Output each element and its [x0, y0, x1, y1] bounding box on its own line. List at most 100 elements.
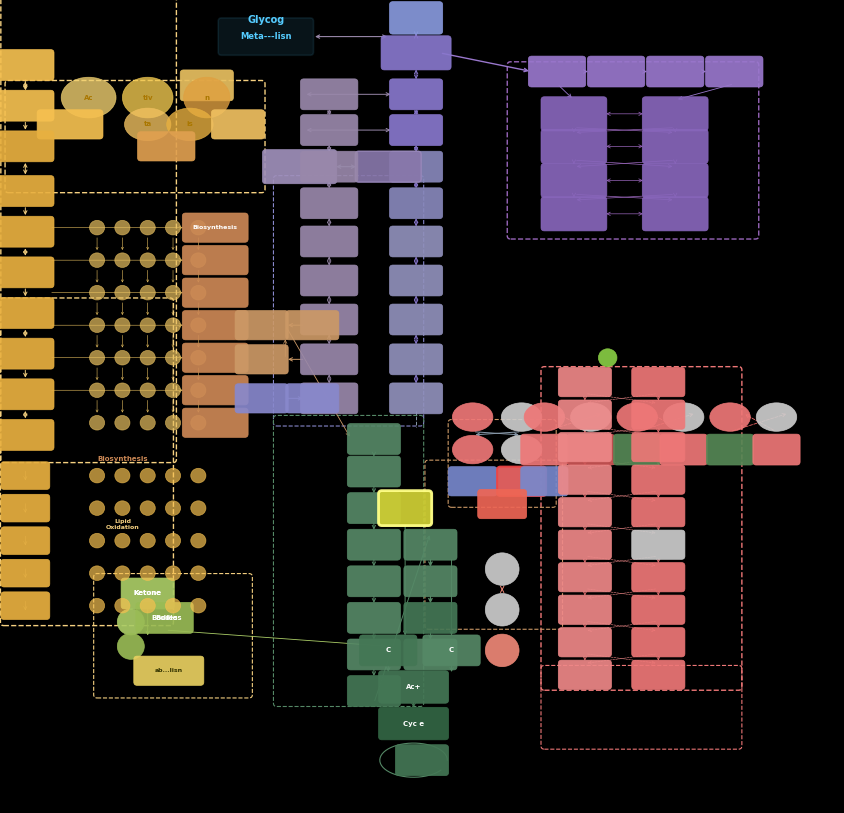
- FancyBboxPatch shape: [559, 465, 611, 494]
- FancyBboxPatch shape: [631, 465, 685, 494]
- FancyBboxPatch shape: [355, 151, 421, 182]
- FancyBboxPatch shape: [347, 456, 400, 487]
- FancyBboxPatch shape: [642, 129, 708, 163]
- Ellipse shape: [191, 468, 206, 483]
- FancyBboxPatch shape: [541, 97, 607, 131]
- FancyBboxPatch shape: [706, 434, 754, 465]
- FancyBboxPatch shape: [300, 151, 358, 182]
- Ellipse shape: [485, 593, 519, 626]
- FancyBboxPatch shape: [1, 494, 50, 522]
- FancyBboxPatch shape: [389, 265, 442, 296]
- Ellipse shape: [115, 468, 130, 483]
- FancyBboxPatch shape: [706, 56, 763, 87]
- Ellipse shape: [122, 77, 173, 118]
- Ellipse shape: [115, 415, 130, 430]
- FancyBboxPatch shape: [559, 367, 611, 397]
- Ellipse shape: [191, 253, 206, 267]
- FancyBboxPatch shape: [0, 90, 54, 121]
- Ellipse shape: [166, 108, 214, 141]
- FancyBboxPatch shape: [235, 345, 288, 374]
- Text: C: C: [386, 647, 391, 654]
- Ellipse shape: [191, 220, 206, 235]
- Ellipse shape: [89, 350, 105, 365]
- Ellipse shape: [89, 220, 105, 235]
- Ellipse shape: [452, 436, 493, 463]
- FancyBboxPatch shape: [1, 559, 50, 587]
- Text: Ac+: Ac+: [406, 684, 421, 690]
- FancyBboxPatch shape: [497, 467, 546, 496]
- Ellipse shape: [115, 285, 130, 300]
- FancyBboxPatch shape: [300, 344, 358, 375]
- FancyBboxPatch shape: [136, 602, 193, 633]
- FancyBboxPatch shape: [403, 566, 457, 597]
- Ellipse shape: [89, 285, 105, 300]
- Ellipse shape: [191, 415, 206, 430]
- FancyBboxPatch shape: [587, 56, 645, 87]
- FancyBboxPatch shape: [182, 246, 248, 275]
- FancyBboxPatch shape: [0, 131, 54, 162]
- FancyBboxPatch shape: [300, 383, 358, 414]
- Ellipse shape: [115, 253, 130, 267]
- Ellipse shape: [89, 383, 105, 398]
- FancyBboxPatch shape: [559, 433, 611, 462]
- FancyBboxPatch shape: [347, 639, 400, 670]
- Ellipse shape: [115, 566, 130, 580]
- Text: Glycog: Glycog: [247, 15, 284, 25]
- Ellipse shape: [140, 350, 155, 365]
- FancyBboxPatch shape: [381, 36, 451, 70]
- Ellipse shape: [501, 436, 542, 463]
- FancyBboxPatch shape: [389, 115, 442, 146]
- Ellipse shape: [191, 285, 206, 300]
- FancyBboxPatch shape: [235, 311, 288, 340]
- FancyBboxPatch shape: [262, 150, 337, 184]
- Ellipse shape: [115, 598, 130, 613]
- Ellipse shape: [756, 403, 797, 431]
- Ellipse shape: [124, 108, 170, 141]
- Ellipse shape: [165, 350, 181, 365]
- FancyBboxPatch shape: [631, 628, 685, 657]
- Ellipse shape: [183, 77, 230, 118]
- FancyBboxPatch shape: [403, 639, 457, 670]
- Ellipse shape: [140, 383, 155, 398]
- FancyBboxPatch shape: [347, 493, 400, 524]
- FancyBboxPatch shape: [559, 400, 611, 429]
- FancyBboxPatch shape: [182, 311, 248, 340]
- Ellipse shape: [663, 403, 704, 431]
- FancyBboxPatch shape: [0, 216, 54, 247]
- Ellipse shape: [191, 501, 206, 515]
- Text: Ac: Ac: [84, 94, 94, 101]
- FancyBboxPatch shape: [300, 304, 358, 335]
- FancyBboxPatch shape: [631, 660, 685, 689]
- FancyBboxPatch shape: [631, 433, 685, 462]
- FancyBboxPatch shape: [218, 18, 313, 55]
- FancyBboxPatch shape: [182, 213, 248, 242]
- Ellipse shape: [710, 403, 750, 431]
- Ellipse shape: [140, 566, 155, 580]
- FancyBboxPatch shape: [347, 424, 400, 454]
- FancyBboxPatch shape: [347, 602, 400, 633]
- Ellipse shape: [165, 253, 181, 267]
- Ellipse shape: [191, 566, 206, 580]
- FancyBboxPatch shape: [660, 434, 707, 465]
- FancyBboxPatch shape: [1, 527, 50, 554]
- Ellipse shape: [485, 553, 519, 585]
- FancyBboxPatch shape: [180, 70, 233, 101]
- Ellipse shape: [191, 383, 206, 398]
- Ellipse shape: [89, 566, 105, 580]
- FancyBboxPatch shape: [559, 498, 611, 527]
- FancyBboxPatch shape: [647, 56, 704, 87]
- FancyBboxPatch shape: [631, 400, 685, 429]
- Text: Cyc e: Cyc e: [403, 720, 425, 727]
- FancyBboxPatch shape: [423, 635, 480, 666]
- FancyBboxPatch shape: [541, 197, 607, 231]
- Text: Biosynthesis: Biosynthesis: [192, 225, 238, 230]
- Ellipse shape: [165, 285, 181, 300]
- Ellipse shape: [140, 415, 155, 430]
- Ellipse shape: [115, 501, 130, 515]
- FancyBboxPatch shape: [347, 676, 400, 706]
- Ellipse shape: [89, 598, 105, 613]
- Text: C: C: [449, 647, 454, 654]
- FancyBboxPatch shape: [0, 298, 54, 328]
- FancyBboxPatch shape: [0, 338, 54, 369]
- FancyBboxPatch shape: [300, 115, 358, 146]
